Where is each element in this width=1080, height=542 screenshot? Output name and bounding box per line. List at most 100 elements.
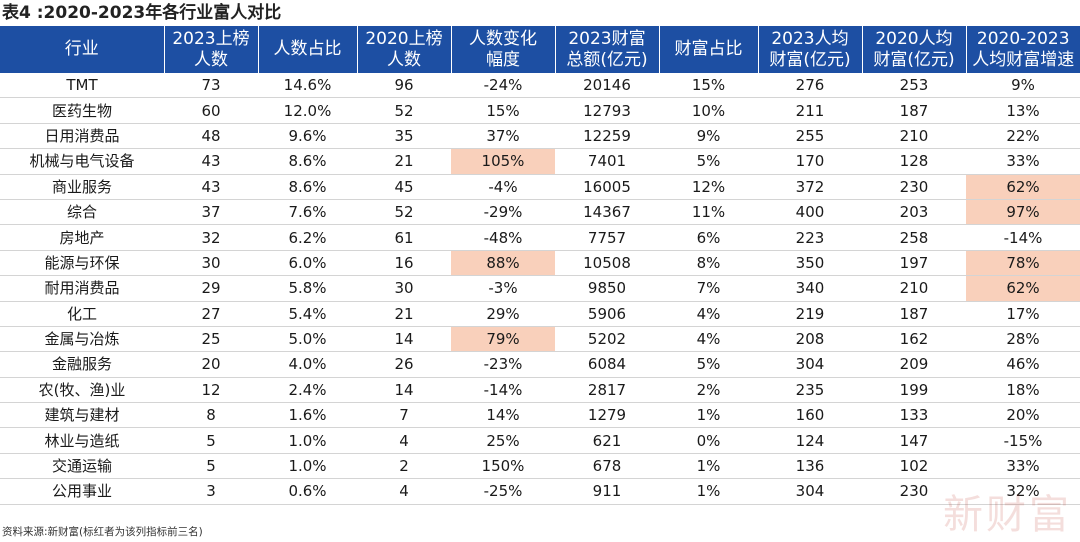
industry-cell: 金融服务	[0, 351, 164, 378]
table-cell: 9%	[659, 123, 758, 150]
column-header: 2023上榜 人数	[163, 26, 258, 73]
table-row: 金融服务 20 4.0% 26 -23% 6084 5% 304 209 46%	[0, 351, 1080, 378]
table-cell: 14367	[555, 199, 659, 226]
table-cell: 33%	[966, 148, 1080, 175]
industry-cell: 林业与造纸	[0, 427, 164, 454]
table-cell: 33%	[966, 453, 1080, 480]
table-cell: 9.6%	[258, 123, 357, 150]
table-cell: 9%	[966, 73, 1080, 99]
table-cell: 17%	[966, 301, 1080, 327]
industry-cell: 公用事业	[0, 478, 164, 505]
table-cell: 187	[862, 301, 966, 327]
table-cell: 1%	[659, 453, 758, 480]
table-row: 机械与电气设备 43 8.6% 21 105% 7401 5% 170 128 33%	[0, 148, 1080, 175]
column-header-text: 2023财富	[568, 28, 646, 49]
industry-cell: 商业服务	[0, 174, 164, 200]
column-header-text: 财富(亿元)	[873, 49, 955, 70]
table-cell: 7.6%	[258, 199, 357, 226]
table-cell: 230	[862, 174, 966, 200]
table-cell: 255	[758, 123, 862, 150]
column-header: 2020上榜 人数	[356, 26, 451, 73]
table-cell: 6.0%	[258, 250, 357, 277]
table-cell: 52	[357, 97, 451, 124]
table-cell: 6084	[555, 351, 659, 378]
column-header: 2020-2023 人均财富增速	[965, 26, 1080, 73]
column-header: 人数占比	[257, 26, 357, 73]
column-header-text: 2020人均	[875, 28, 953, 49]
table-cell: 48	[164, 123, 258, 150]
table-cell: 12259	[555, 123, 659, 150]
table-cell: 9850	[555, 275, 659, 302]
table-cell: 147	[862, 427, 966, 454]
table-cell: 22%	[966, 123, 1080, 150]
table-cell: 32	[164, 224, 258, 251]
table-cell: 3	[164, 478, 258, 505]
table-cell: 37%	[451, 123, 555, 150]
table-cell: 73	[164, 73, 258, 99]
table-cell: 14	[357, 377, 451, 404]
table-cell: 28%	[966, 326, 1080, 353]
column-header-text: 2023人均	[771, 28, 849, 49]
table-cell: 12	[164, 377, 258, 404]
table-cell: 37	[164, 199, 258, 226]
table-cell: 187	[862, 97, 966, 124]
table-cell: 15%	[659, 73, 758, 99]
column-header-text: 2020-2023	[976, 28, 1070, 49]
table-cell: 1.0%	[258, 453, 357, 480]
column-header-text: 幅度	[486, 49, 520, 70]
table-row: TMT 73 14.6% 96 -24% 20146 15% 276 253 9%	[0, 73, 1080, 99]
wealth-comparison-table: 行业 2023上榜 人数 人数占比 2020上榜 人数 人数变化 幅度 2023财富 总额(亿元)…	[0, 26, 1080, 505]
table-cell: 13%	[966, 97, 1080, 124]
column-header-text: 财富(亿元)	[769, 49, 851, 70]
column-header-text: 人数变化	[469, 28, 537, 49]
table-cell: 62%	[966, 275, 1080, 302]
header-row: 行业 2023上榜 人数 人数占比 2020上榜 人数 人数变化 幅度 2023财富 总额(亿元)…	[0, 26, 1080, 73]
table-cell: 14	[357, 326, 451, 353]
table-cell: 372	[758, 174, 862, 200]
column-header-text: 人数	[194, 49, 228, 70]
table-cell: 12793	[555, 97, 659, 124]
table-cell: 30	[357, 275, 451, 302]
table-cell: 1.0%	[258, 427, 357, 454]
table-cell: 2	[357, 453, 451, 480]
table-cell: 16	[357, 250, 451, 277]
table-cell: 4	[357, 427, 451, 454]
table-row: 能源与环保 30 6.0% 16 88% 10508 8% 350 197 78%	[0, 250, 1080, 277]
industry-cell: TMT	[0, 73, 164, 99]
table-cell: 911	[555, 478, 659, 505]
table-cell: 14%	[451, 402, 555, 429]
table-cell: 400	[758, 199, 862, 226]
table-cell: 5906	[555, 301, 659, 327]
table-cell: 678	[555, 453, 659, 480]
table-cell: 199	[862, 377, 966, 404]
table-row: 房地产 32 6.2% 61 -48% 7757 6% 223 258 -14%	[0, 224, 1080, 251]
table-cell: 5.4%	[258, 301, 357, 327]
table-cell: 230	[862, 478, 966, 505]
table-cell: -29%	[451, 199, 555, 226]
table-cell: 4	[357, 478, 451, 505]
table-cell: 197	[862, 250, 966, 277]
table-cell: 1%	[659, 402, 758, 429]
industry-cell: 农(牧、渔)业	[0, 377, 164, 404]
table-cell: -24%	[451, 73, 555, 99]
table-cell: 27	[164, 301, 258, 327]
table-cell: 223	[758, 224, 862, 251]
table-cell: 46%	[966, 351, 1080, 378]
table-cell: 7	[357, 402, 451, 429]
table-cell: 304	[758, 478, 862, 505]
table-row: 综合 37 7.6% 52 -29% 14367 11% 400 203 97%	[0, 199, 1080, 226]
table-cell: 21	[357, 301, 451, 327]
table-cell: -25%	[451, 478, 555, 505]
table-cell: 78%	[966, 250, 1080, 277]
table-row: 林业与造纸 5 1.0% 4 25% 621 0% 124 147 -15%	[0, 427, 1080, 454]
table-cell: 12%	[659, 174, 758, 200]
table-row: 日用消费品 48 9.6% 35 37% 12259 9% 255 210 22%	[0, 123, 1080, 150]
table-row: 公用事业 3 0.6% 4 -25% 911 1% 304 230 32%	[0, 478, 1080, 505]
table-cell: 304	[758, 351, 862, 378]
industry-cell: 建筑与建材	[0, 402, 164, 429]
table-row: 化工 27 5.4% 21 29% 5906 4% 219 187 17%	[0, 301, 1080, 327]
table-cell: -14%	[966, 224, 1080, 251]
table-cell: 4%	[659, 301, 758, 327]
table-cell: 4%	[659, 326, 758, 353]
table-cell: 20	[164, 351, 258, 378]
